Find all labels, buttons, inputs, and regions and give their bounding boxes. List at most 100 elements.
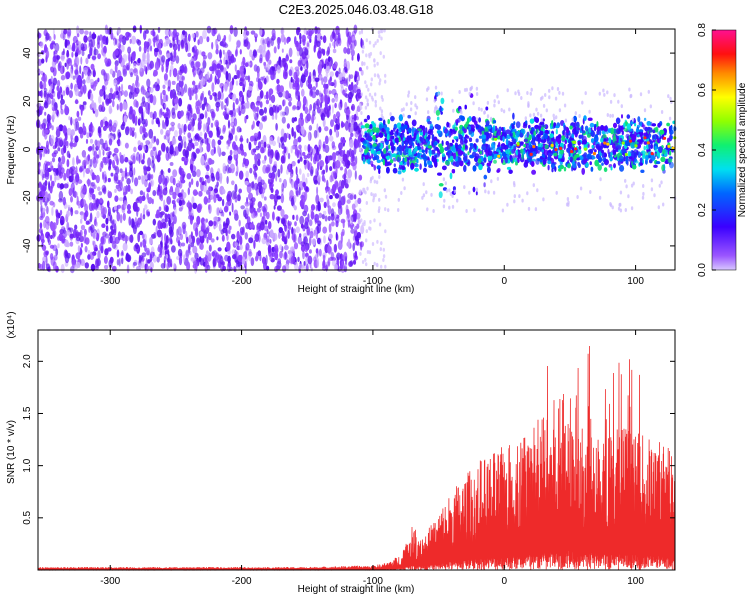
noise-point bbox=[42, 197, 45, 203]
noise-point bbox=[85, 57, 89, 65]
noise-point bbox=[309, 104, 313, 111]
noise-point bbox=[60, 98, 65, 105]
noise-point bbox=[57, 147, 61, 152]
noise-point bbox=[51, 206, 54, 216]
noise-point bbox=[334, 243, 337, 253]
noise-point bbox=[239, 135, 243, 143]
noise-point bbox=[316, 257, 320, 268]
noise-point bbox=[221, 234, 225, 242]
noise-point bbox=[160, 211, 165, 216]
noise-point bbox=[362, 45, 365, 50]
noise-point bbox=[80, 189, 85, 199]
noise-point bbox=[265, 91, 269, 100]
noise-point bbox=[81, 71, 84, 79]
noise-point bbox=[41, 58, 45, 64]
noise-point bbox=[354, 170, 357, 180]
noise-point bbox=[357, 197, 362, 205]
noise-point bbox=[76, 33, 80, 38]
noise-point bbox=[222, 49, 225, 55]
noise-point bbox=[291, 117, 295, 124]
noise-point bbox=[128, 84, 132, 90]
noise-point bbox=[108, 237, 111, 244]
noise-point bbox=[373, 73, 377, 78]
noise-point bbox=[59, 183, 65, 190]
noise-point bbox=[48, 97, 51, 103]
noise-point bbox=[66, 140, 69, 149]
noise-point bbox=[249, 49, 253, 58]
noise-point bbox=[229, 25, 234, 35]
noise-point bbox=[238, 188, 242, 194]
noise-point bbox=[141, 159, 145, 165]
noise-point bbox=[212, 250, 218, 259]
noise-point bbox=[123, 153, 126, 160]
noise-point bbox=[364, 105, 368, 110]
noise-point bbox=[77, 116, 82, 122]
noise-point bbox=[247, 75, 251, 83]
noise-point bbox=[232, 57, 237, 63]
noise-point bbox=[296, 106, 300, 111]
noise-point bbox=[322, 141, 326, 150]
noise-point bbox=[342, 153, 348, 162]
noise-point bbox=[277, 37, 280, 42]
noise-point bbox=[72, 75, 76, 80]
noise-point bbox=[350, 228, 355, 234]
noise-point bbox=[156, 154, 161, 163]
noise-point bbox=[192, 144, 195, 150]
noise-point bbox=[138, 45, 142, 52]
noise-point bbox=[192, 189, 198, 197]
noise-point bbox=[303, 261, 306, 267]
noise-point bbox=[338, 142, 343, 151]
noise-point bbox=[286, 37, 290, 44]
noise-point bbox=[187, 187, 190, 196]
noise-point bbox=[124, 172, 128, 180]
noise-point bbox=[358, 147, 362, 151]
noise-point bbox=[298, 144, 302, 150]
noise-point bbox=[174, 130, 178, 138]
noise-point bbox=[288, 69, 293, 77]
noise-point bbox=[246, 138, 249, 144]
noise-point bbox=[304, 106, 309, 114]
noise-point bbox=[133, 146, 137, 153]
noise-point bbox=[169, 212, 173, 223]
noise-point bbox=[85, 138, 89, 144]
noise-point bbox=[319, 101, 323, 109]
noise-point bbox=[105, 225, 109, 232]
noise-point bbox=[353, 159, 358, 166]
noise-point bbox=[60, 29, 64, 40]
noise-point bbox=[349, 194, 354, 201]
noise-point bbox=[196, 215, 201, 225]
noise-point bbox=[94, 108, 99, 118]
noise-point bbox=[60, 94, 63, 101]
noise-point bbox=[145, 90, 151, 99]
noise-point bbox=[372, 196, 376, 200]
noise-point bbox=[60, 263, 65, 274]
noise-point bbox=[365, 229, 368, 234]
noise-point bbox=[153, 31, 156, 37]
noise-point bbox=[166, 196, 172, 205]
noise-point bbox=[74, 52, 79, 57]
noise-point bbox=[230, 163, 235, 169]
noise-point bbox=[332, 191, 336, 196]
noise-point bbox=[57, 243, 60, 249]
noise-point bbox=[192, 202, 198, 209]
noise-point bbox=[69, 167, 73, 175]
noise-point bbox=[192, 67, 197, 76]
noise-point bbox=[72, 35, 78, 44]
noise-point bbox=[341, 260, 344, 265]
noise-point bbox=[96, 158, 99, 164]
noise-point bbox=[300, 125, 305, 135]
noise-point bbox=[371, 242, 375, 246]
noise-point bbox=[283, 146, 287, 154]
noise-point bbox=[99, 89, 104, 97]
signal-point bbox=[650, 143, 653, 149]
noise-point bbox=[304, 217, 309, 226]
noise-point bbox=[365, 262, 368, 267]
noise-point bbox=[345, 88, 348, 93]
noise-point bbox=[245, 30, 250, 36]
noise-point bbox=[134, 131, 137, 139]
noise-point bbox=[308, 236, 312, 246]
noise-point bbox=[179, 241, 182, 248]
noise-point bbox=[44, 191, 48, 199]
noise-point bbox=[277, 216, 280, 224]
noise-point bbox=[380, 241, 383, 246]
